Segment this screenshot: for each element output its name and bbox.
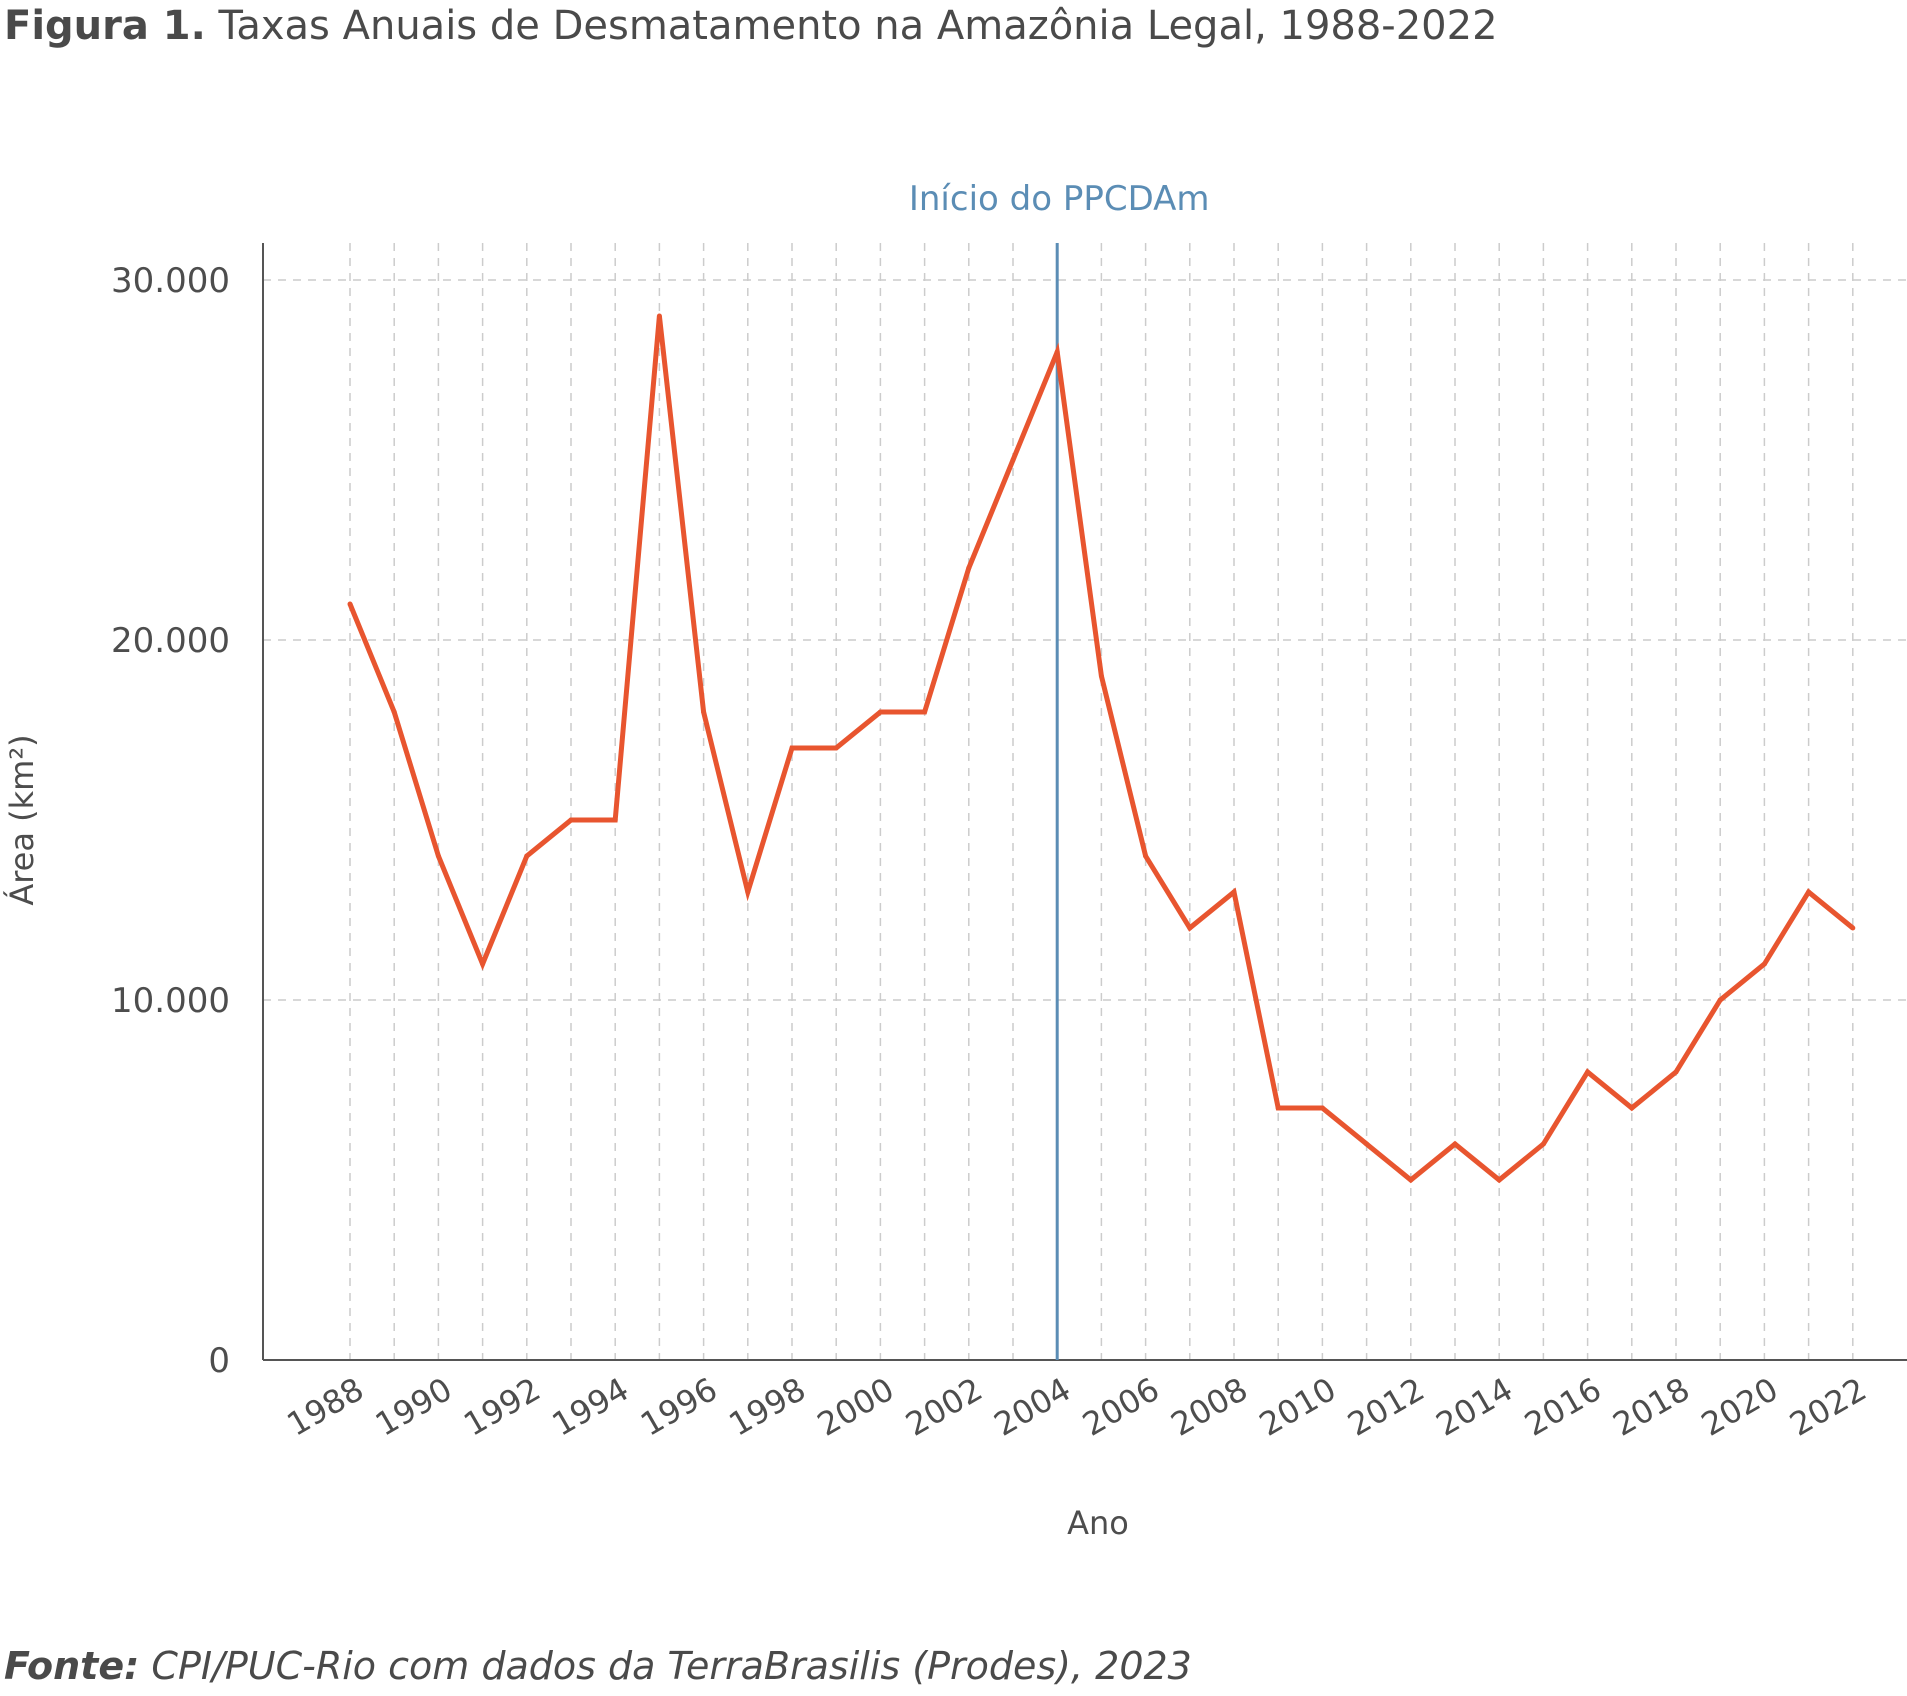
data-point bbox=[1452, 1141, 1458, 1147]
x-tick-label: 2022 bbox=[1783, 1370, 1873, 1444]
data-point bbox=[347, 601, 353, 607]
data-point bbox=[1187, 925, 1193, 931]
data-point bbox=[701, 709, 707, 715]
data-point bbox=[1098, 673, 1104, 679]
x-tick-label: 1990 bbox=[369, 1370, 459, 1444]
grid-layer bbox=[263, 243, 1907, 1360]
series-layer bbox=[347, 313, 1856, 1184]
source-text: CPI/PUC-Rio com dados da TerraBrasilis (… bbox=[151, 1644, 1192, 1688]
data-point bbox=[1629, 1105, 1635, 1111]
y-tick-label: 20.000 bbox=[111, 621, 230, 661]
data-point bbox=[745, 889, 751, 895]
x-tick-label: 1998 bbox=[722, 1370, 812, 1444]
x-tick-label: 2006 bbox=[1076, 1370, 1166, 1444]
axis-labels: Ano Área (km²) bbox=[3, 734, 1129, 1542]
y-tick-label: 0 bbox=[208, 1341, 230, 1381]
data-point bbox=[1231, 889, 1237, 895]
data-point bbox=[1408, 1177, 1414, 1183]
data-point bbox=[789, 745, 795, 751]
x-tick-label: 1992 bbox=[457, 1370, 547, 1444]
y-tick-label: 10.000 bbox=[111, 981, 230, 1021]
data-point bbox=[1761, 961, 1767, 967]
data-point bbox=[1143, 853, 1149, 859]
x-axis-title: Ano bbox=[1067, 1504, 1129, 1542]
data-point bbox=[1850, 925, 1856, 931]
x-tick-label: 1996 bbox=[634, 1370, 724, 1444]
x-tick-label: 1994 bbox=[546, 1370, 636, 1444]
x-tick-label: 2000 bbox=[811, 1370, 901, 1444]
data-point bbox=[1806, 889, 1812, 895]
x-tick-label: 2010 bbox=[1253, 1370, 1343, 1444]
x-tick-label: 1988 bbox=[280, 1370, 370, 1444]
data-point bbox=[1540, 1141, 1546, 1147]
tick-labels: 0 10.000 20.000 30.000 198819901992199419961… bbox=[111, 261, 1873, 1444]
x-tick-label: 2004 bbox=[988, 1370, 1078, 1444]
annotation-layer: Início do PPCDAm bbox=[909, 179, 1210, 1360]
data-point bbox=[1054, 349, 1060, 355]
x-tick-label: 2018 bbox=[1606, 1370, 1696, 1444]
data-point bbox=[524, 853, 530, 859]
source-note: Fonte: CPI/PUC-Rio com dados da TerraBra… bbox=[4, 1642, 1192, 1690]
data-point bbox=[1275, 1105, 1281, 1111]
ppcdam-annotation-label: Início do PPCDAm bbox=[909, 179, 1210, 219]
x-tick-label: 2016 bbox=[1518, 1370, 1608, 1444]
data-point bbox=[568, 817, 574, 823]
y-tick-label: 30.000 bbox=[111, 261, 230, 301]
x-tick-label: 2012 bbox=[1341, 1370, 1431, 1444]
data-point bbox=[966, 565, 972, 571]
data-point bbox=[1010, 457, 1016, 463]
data-point bbox=[922, 709, 928, 715]
source-prefix: Fonte: bbox=[4, 1644, 140, 1688]
data-point bbox=[480, 961, 486, 967]
x-tick-label: 2014 bbox=[1430, 1370, 1520, 1444]
data-point bbox=[1673, 1069, 1679, 1075]
figure-title-text: Taxas Anuais de Desmatamento na Amazônia… bbox=[218, 3, 1498, 49]
data-point bbox=[833, 745, 839, 751]
data-point bbox=[1717, 997, 1723, 1003]
figure-title-prefix: Figura 1. bbox=[4, 3, 206, 49]
axis-layer bbox=[262, 243, 1907, 1361]
data-point bbox=[1319, 1105, 1325, 1111]
data-point bbox=[1496, 1177, 1502, 1183]
data-point bbox=[435, 853, 441, 859]
data-point bbox=[1364, 1141, 1370, 1147]
y-axis-title: Área (km²) bbox=[3, 734, 41, 905]
figure-title: Figura 1. Taxas Anuais de Desmatamento n… bbox=[4, 0, 1498, 52]
data-point bbox=[656, 313, 662, 319]
x-tick-label: 2008 bbox=[1164, 1370, 1254, 1444]
data-point bbox=[1585, 1069, 1591, 1075]
data-point bbox=[612, 817, 618, 823]
data-point bbox=[877, 709, 883, 715]
data-point bbox=[391, 709, 397, 715]
x-tick-label: 2002 bbox=[899, 1370, 989, 1444]
x-tick-label: 2020 bbox=[1695, 1370, 1785, 1444]
